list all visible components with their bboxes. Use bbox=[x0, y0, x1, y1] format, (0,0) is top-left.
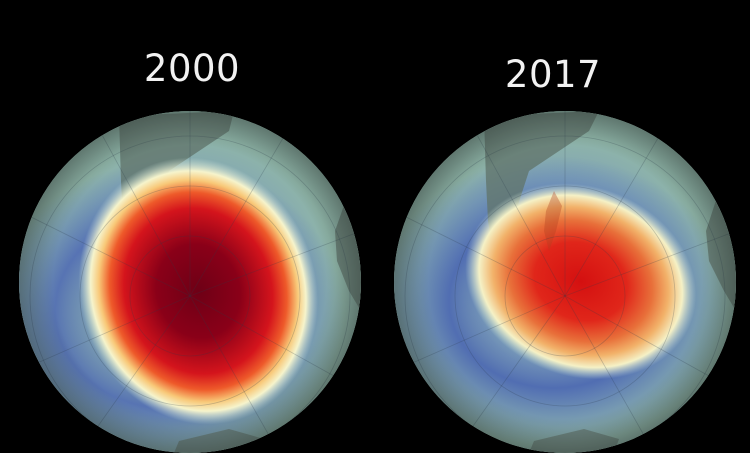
year-label-2017: 2017 bbox=[504, 53, 602, 96]
ozone-map-2000 bbox=[19, 111, 361, 453]
ozone-globe-2017 bbox=[394, 111, 736, 453]
ozone-globe-2000 bbox=[19, 111, 361, 453]
year-label-2000: 2000 bbox=[143, 47, 241, 90]
ozone-map-2017 bbox=[394, 111, 736, 453]
